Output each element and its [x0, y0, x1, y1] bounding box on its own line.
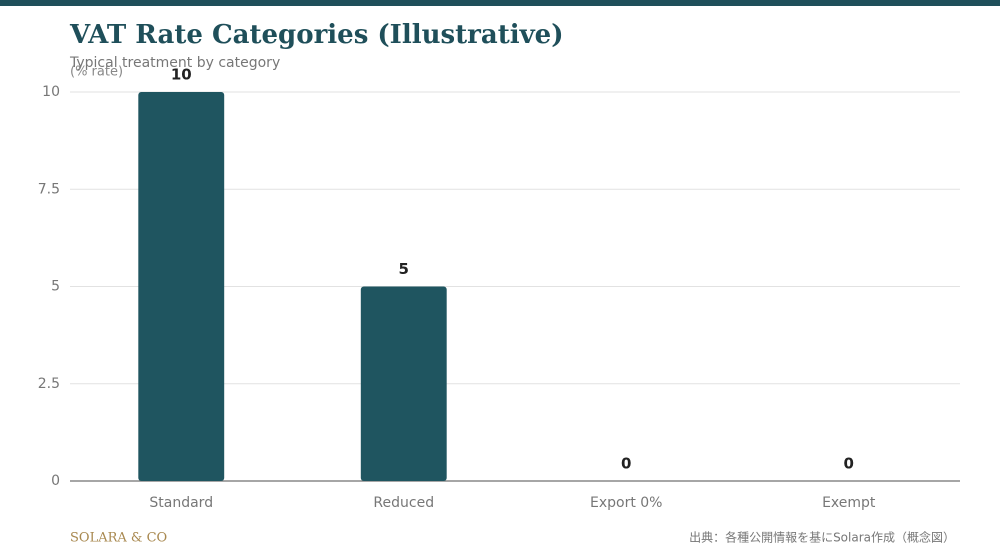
y-tick-label: 5 [51, 279, 60, 295]
y-tick-label: 0 [51, 473, 60, 489]
x-tick-label: Reduced [373, 495, 434, 511]
y-tick-label: 7.5 [38, 181, 60, 197]
x-tick-label: Exempt [822, 495, 876, 511]
data-label: 5 [399, 260, 409, 278]
y-tick-label: 2.5 [38, 376, 60, 392]
source-note: 出典：各種公開情報を基にSolara作成（概念図） [689, 530, 955, 545]
y-tick-label: 10 [42, 84, 60, 100]
data-label: 0 [844, 455, 854, 473]
brand: SOLARA & CO [70, 531, 167, 546]
top-bar [0, 0, 1000, 6]
x-tick-label: Export 0% [590, 495, 663, 511]
bar [360, 286, 447, 481]
chart-title: VAT Rate Categories (Illustrative) [69, 20, 564, 50]
chart-subtitle: Typical treatment by category [69, 55, 280, 71]
data-label: 10 [171, 66, 192, 84]
data-label: 0 [621, 455, 631, 473]
y-axis-label: (% rate) [70, 65, 123, 80]
bar [138, 92, 225, 481]
x-tick-label: Standard [149, 495, 213, 511]
